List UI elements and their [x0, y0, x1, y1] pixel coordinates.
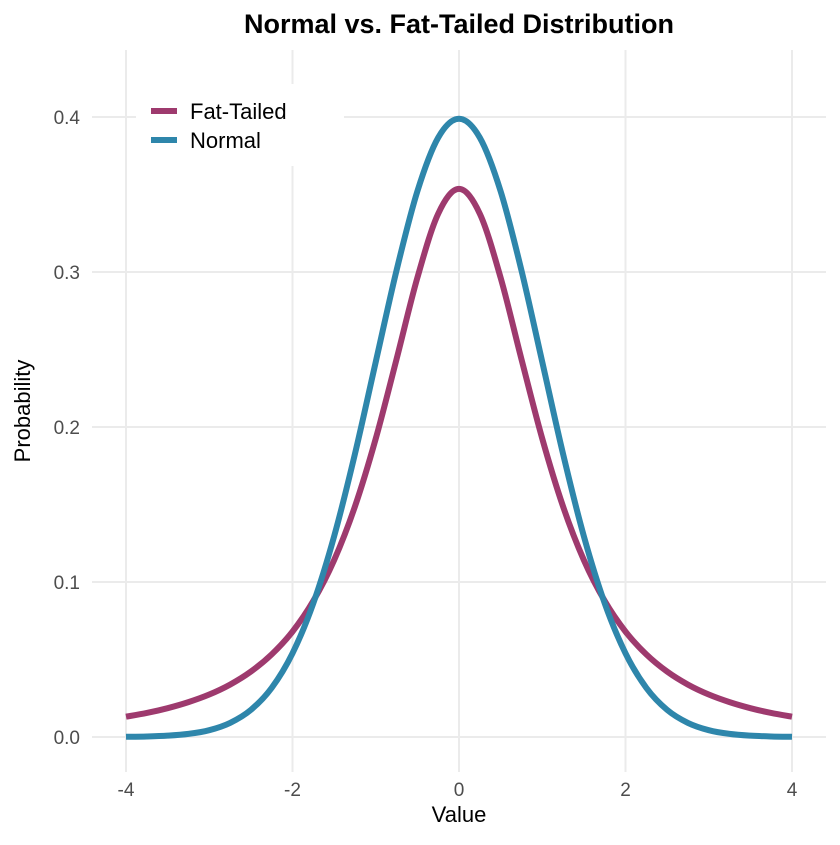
tick-labels: -4 -2 0 2 4 0.0 0.1 0.2 0.3 0.4	[54, 108, 798, 801]
y-tick-label: 0.2	[54, 418, 80, 439]
series-line-normal	[125, 115, 793, 740]
chart-title: Normal vs. Fat-Tailed Distribution	[244, 9, 674, 39]
series-line-fat-tailed	[125, 185, 793, 720]
x-tick-label: -4	[118, 780, 135, 801]
legend: Fat-Tailed Normal	[136, 84, 344, 166]
legend-label: Normal	[190, 128, 261, 153]
legend-background	[136, 84, 344, 166]
y-tick-label: 0.3	[54, 263, 80, 284]
y-tick-label: 0.1	[54, 573, 80, 594]
x-tick-label: 2	[620, 780, 631, 801]
x-tick-label: 0	[454, 780, 465, 801]
x-axis-label: Value	[432, 802, 487, 827]
series-lines	[125, 115, 793, 740]
legend-label: Fat-Tailed	[190, 99, 287, 124]
y-tick-label: 0.4	[54, 108, 81, 129]
x-tick-label: 4	[787, 780, 798, 801]
y-axis-label: Probability	[10, 360, 35, 463]
y-tick-label: 0.0	[54, 728, 80, 749]
grid	[92, 50, 826, 772]
x-tick-label: -2	[284, 780, 301, 801]
